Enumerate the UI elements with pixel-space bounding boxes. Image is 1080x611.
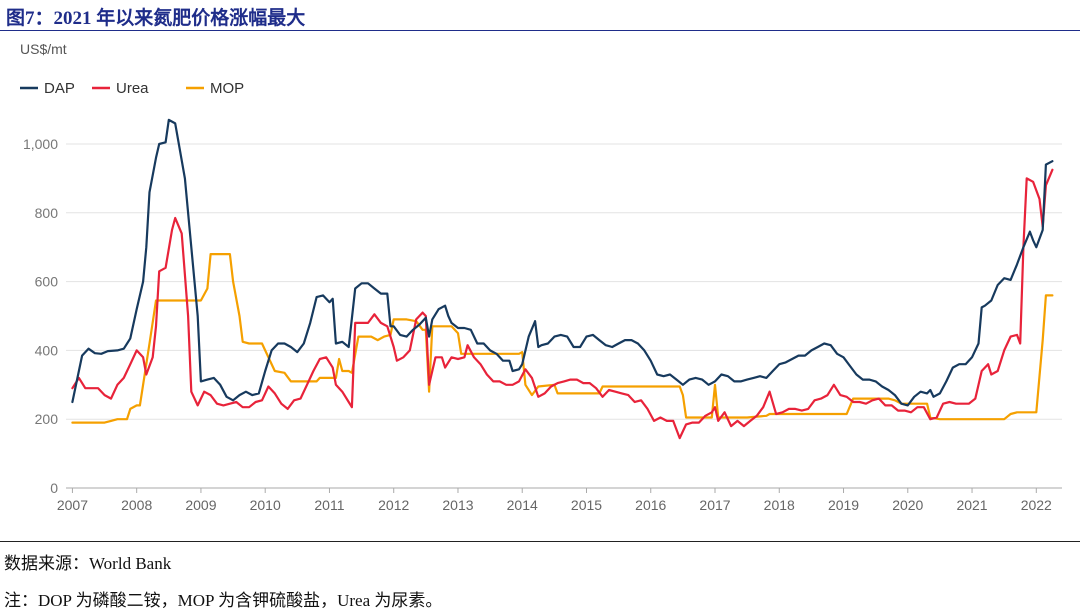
y-tick-label: 800 [35,205,59,221]
x-tick-label: 2021 [956,497,987,513]
x-tick-label: 2010 [250,497,281,513]
y-tick-label: 200 [35,411,59,427]
series-lines [71,118,1054,440]
x-tick-label: 2015 [571,497,602,513]
y-tick-label: 600 [35,274,59,290]
x-tick-label: 2007 [57,497,88,513]
legend-label-mop: MOP [210,80,244,97]
x-tick-label: 2018 [764,497,795,513]
x-tick-label: 2009 [185,497,216,513]
title-underline [0,30,1080,31]
footnote: 注：DOP 为磷酸二铵，MOP 为含钾硫酸盐，Urea 为尿素。 [4,591,443,610]
x-tick-label: 2016 [635,497,666,513]
y-tick-label: 0 [50,480,58,496]
x-tick-label: 2014 [507,497,538,513]
x-tick-label: 2017 [699,497,730,513]
x-tick-label: 2022 [1021,497,1052,513]
footer-rule [0,541,1080,542]
y-tick-label: 400 [35,342,59,358]
y-axis-ticks: 0 200 400 600 800 1,000 [23,136,58,496]
unit-label: US$/mt [20,41,67,57]
figure-title: 图7：2021 年以来氮肥价格涨幅最大 [6,8,306,29]
series-line-mop [71,253,1054,424]
x-tick-label: 2020 [892,497,923,513]
x-tick-label: 2019 [828,497,859,513]
x-tick-label: 2011 [314,497,344,513]
x-axis-ticks: 2007 2008 2009 2010 2011 2012 2013 2014 2015 2016… [57,488,1052,513]
x-tick-label: 2013 [442,497,473,513]
legend-label-urea: Urea [116,80,149,97]
x-tick-label: 2012 [378,497,409,513]
legend-label-dap: DAP [44,80,75,97]
x-tick-label: 2008 [121,497,152,513]
gridlines [66,143,1062,489]
series-line-urea [71,168,1054,440]
y-tick-label: 1,000 [23,136,58,152]
data-source: 数据来源：World Bank [4,554,172,573]
chart-legend: DAP Urea MOP [20,80,244,97]
series-line-dap [71,118,1054,407]
price-line-chart: US$/mt DAP Urea MOP 0 200 400 600 800 1,000 200… [20,41,1062,513]
